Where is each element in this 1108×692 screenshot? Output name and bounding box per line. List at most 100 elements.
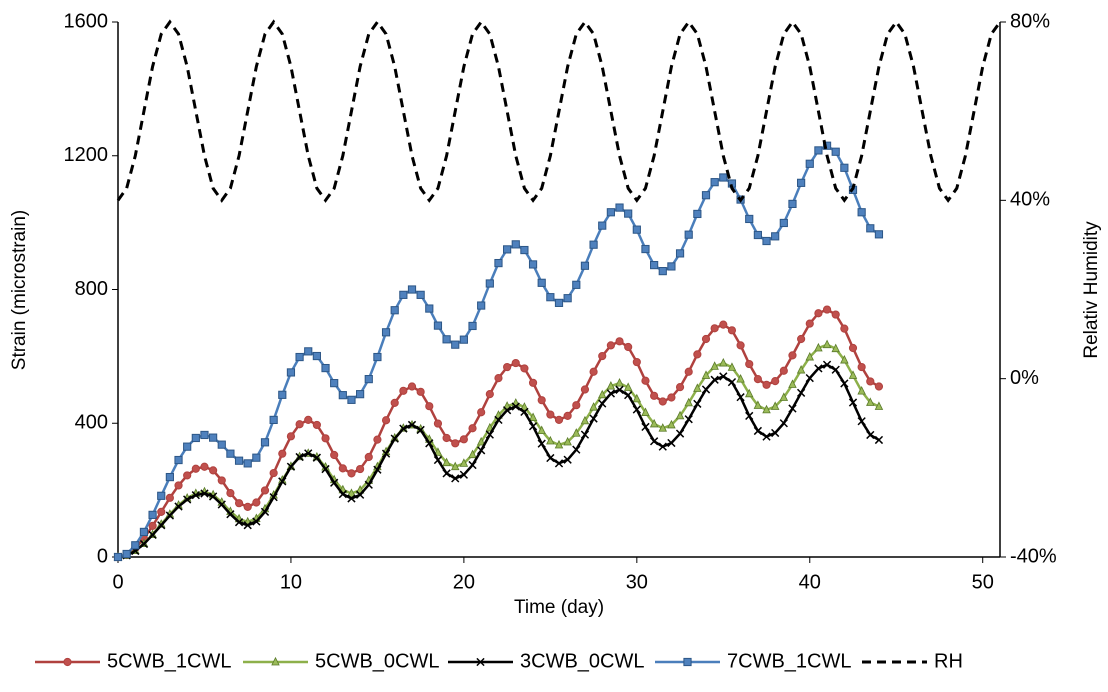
data-point: [848, 343, 858, 353]
data-point: [554, 439, 564, 449]
data-point: [658, 442, 667, 451]
data-point: [788, 379, 797, 388]
data-point: [356, 390, 365, 399]
data-point: [693, 209, 702, 219]
data-point: [252, 453, 261, 462]
data-point: [788, 404, 797, 413]
data-point: [814, 342, 823, 352]
data-point: [477, 408, 486, 417]
data-point: [148, 521, 157, 531]
data-point: [416, 290, 425, 299]
data-point: [165, 493, 174, 502]
data-point: [234, 499, 244, 508]
data-point: [779, 392, 789, 401]
data-point: [528, 260, 538, 269]
data-point: [840, 324, 849, 333]
x-tick-label: 30: [626, 571, 648, 593]
data-point: [546, 293, 555, 302]
data-point: [338, 490, 347, 499]
data-point: [848, 370, 858, 379]
data-point: [399, 424, 408, 433]
data-point: [122, 549, 131, 559]
data-point: [814, 309, 823, 318]
data-point: [390, 398, 399, 407]
data-point: [650, 391, 659, 400]
data-point: [442, 457, 451, 467]
data-point: [745, 411, 754, 421]
data-point: [649, 418, 659, 428]
data-point: [338, 464, 347, 473]
data-point: [442, 469, 451, 478]
data-point: [528, 422, 538, 431]
data-point: [209, 433, 218, 442]
legend-label: RH: [934, 650, 963, 672]
data-point: [632, 405, 641, 414]
data-point: [606, 381, 616, 390]
data-point: [330, 478, 339, 487]
data-point: [598, 399, 607, 408]
data-point: [425, 439, 434, 448]
data-point: [650, 260, 659, 270]
data-point: [572, 445, 581, 454]
data-point: [260, 486, 270, 495]
data-point: [814, 146, 823, 155]
legend-marker: [683, 657, 692, 667]
data-point: [217, 476, 226, 485]
data-point: [148, 530, 157, 540]
data-point: [407, 285, 417, 294]
data-point: [390, 434, 399, 443]
data-point: [477, 446, 486, 455]
data-point: [753, 230, 762, 240]
data-point: [658, 267, 667, 276]
data-point: [744, 388, 754, 398]
data-point: [234, 518, 244, 527]
data-point: [476, 436, 486, 446]
data-point: [554, 415, 564, 425]
data-point: [624, 391, 633, 400]
data-point: [796, 364, 806, 374]
data-point: [822, 339, 832, 349]
data-point: [615, 378, 624, 387]
data-point: [433, 447, 443, 456]
data-point: [753, 375, 762, 384]
data-point: [572, 428, 581, 437]
data-point: [797, 178, 806, 187]
data-point: [770, 401, 780, 410]
data-point: [805, 351, 815, 361]
data-point: [485, 430, 494, 439]
x-tick-label: 10: [280, 571, 302, 593]
data-point: [684, 230, 693, 239]
data-point: [304, 415, 313, 425]
series-line: [117, 308, 880, 559]
data-point: [321, 464, 330, 474]
data-point: [200, 489, 209, 498]
data-point: [459, 335, 468, 344]
x-tick-label: 50: [972, 571, 994, 593]
data-point: [580, 261, 590, 270]
data-point: [710, 375, 719, 384]
data-point: [753, 400, 763, 409]
data-point: [364, 452, 373, 462]
data-point: [208, 492, 218, 501]
data-point: [606, 389, 616, 398]
data-point: [779, 218, 788, 228]
data-point: [269, 468, 278, 478]
data-point: [641, 422, 650, 432]
data-point: [252, 498, 261, 507]
data-point: [857, 362, 866, 372]
data-point: [589, 414, 598, 423]
data-point: [451, 439, 460, 448]
data-point: [433, 419, 443, 428]
data-point: [563, 294, 572, 303]
data-point: [364, 375, 373, 384]
y-tick-label: 1200: [64, 144, 109, 166]
legend-marker: [476, 657, 485, 667]
data-point: [260, 438, 270, 447]
data-point: [295, 420, 304, 429]
series-line: [116, 19, 1002, 203]
data-point: [450, 461, 460, 471]
data-point: [805, 319, 814, 328]
data-point: [693, 399, 702, 408]
data-point: [347, 494, 356, 503]
data-point: [675, 410, 685, 420]
